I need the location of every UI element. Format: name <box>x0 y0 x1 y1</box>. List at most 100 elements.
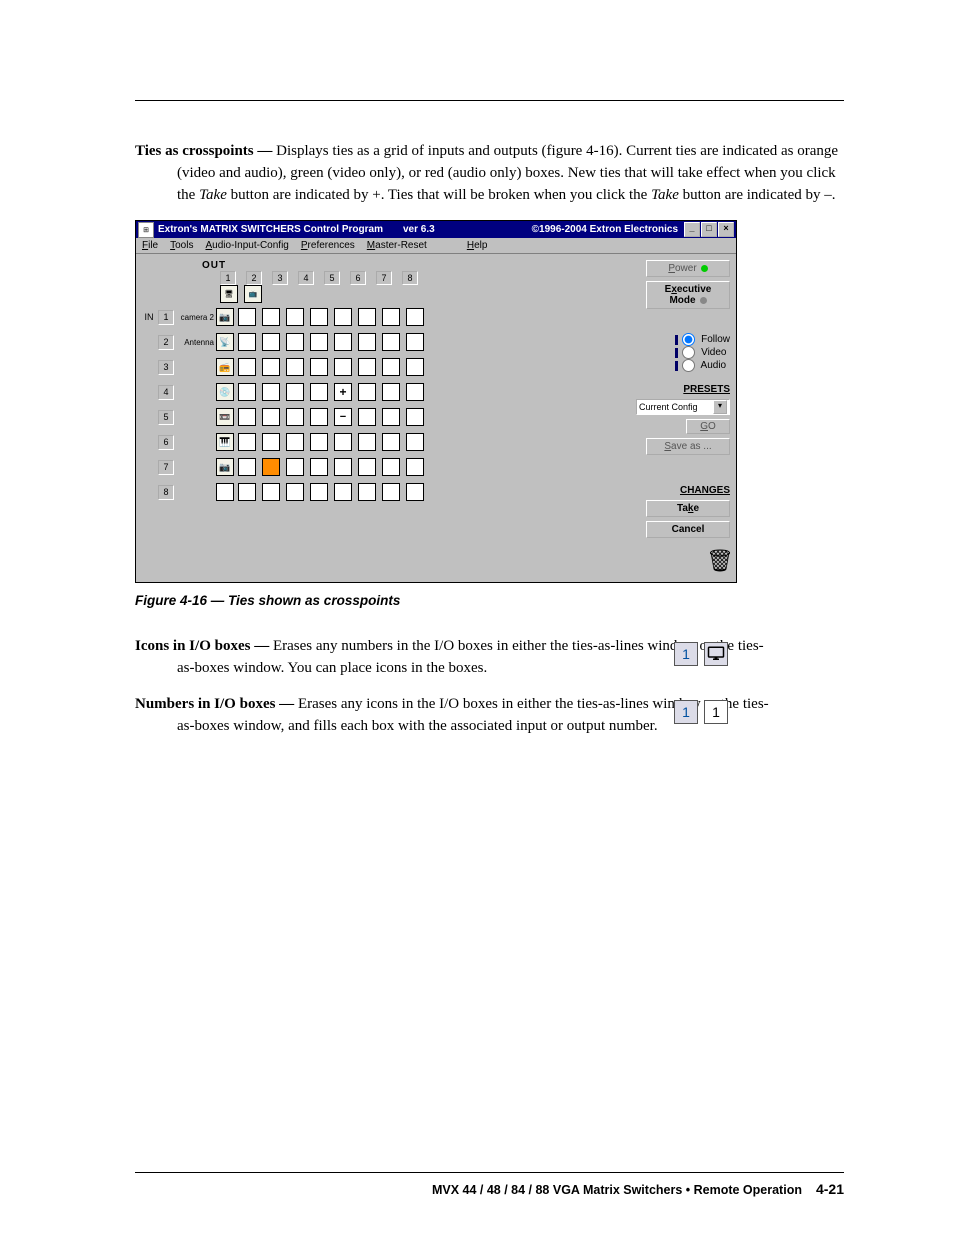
input-icon-7[interactable]: 📷 <box>216 458 234 476</box>
crosspoint-2-3[interactable] <box>286 333 304 351</box>
take-button[interactable]: Take <box>646 500 730 517</box>
crosspoint-5-7[interactable] <box>382 408 400 426</box>
crosspoint-7-7[interactable] <box>382 458 400 476</box>
crosspoint-5-4[interactable] <box>310 408 328 426</box>
crosspoint-6-2[interactable] <box>262 433 280 451</box>
crosspoint-5-1[interactable] <box>238 408 256 426</box>
crosspoint-5-5[interactable] <box>334 408 352 426</box>
crosspoint-4-7[interactable] <box>382 383 400 401</box>
crosspoint-2-5[interactable] <box>334 333 352 351</box>
input-icon-2[interactable]: 📡 <box>216 333 234 351</box>
crosspoint-4-8[interactable] <box>406 383 424 401</box>
crosspoint-8-5[interactable] <box>334 483 352 501</box>
crosspoint-7-4[interactable] <box>310 458 328 476</box>
radio-audio[interactable]: Audio <box>675 359 730 372</box>
crosspoint-2-1[interactable] <box>238 333 256 351</box>
save-as-button[interactable]: Save as ... <box>646 438 730 455</box>
input-icon-6[interactable]: 🎹 <box>216 433 234 451</box>
crosspoint-2-4[interactable] <box>310 333 328 351</box>
menu-help[interactable]: Help <box>467 240 488 251</box>
crosspoint-6-7[interactable] <box>382 433 400 451</box>
crosspoint-2-6[interactable] <box>358 333 376 351</box>
crosspoint-1-1[interactable] <box>238 308 256 326</box>
input-icon-3[interactable]: 📻 <box>216 358 234 376</box>
crosspoint-4-1[interactable] <box>238 383 256 401</box>
crosspoint-7-5[interactable] <box>334 458 352 476</box>
input-icon-1[interactable]: 📷 <box>216 308 234 326</box>
go-button[interactable]: GO <box>686 419 730 434</box>
app-icon: ⊞ <box>138 222 154 238</box>
crosspoint-5-6[interactable] <box>358 408 376 426</box>
icons-label: Icons in I/O boxes — <box>135 638 269 654</box>
preset-combo[interactable]: Current Config▾ <box>636 399 730 415</box>
menu-preferences[interactable]: Preferences <box>301 240 355 251</box>
close-button[interactable]: × <box>718 222 734 237</box>
crosspoint-7-2[interactable] <box>262 458 280 476</box>
output-header-6: 6 <box>350 271 366 285</box>
radio-video[interactable]: Video <box>675 346 730 359</box>
maximize-button[interactable]: □ <box>701 222 717 237</box>
input-icon-4[interactable]: 💿 <box>216 383 234 401</box>
cancel-button[interactable]: Cancel <box>646 521 730 538</box>
crosspoint-3-1[interactable] <box>238 358 256 376</box>
crosspoint-7-6[interactable] <box>358 458 376 476</box>
input-row-3: 3📻 <box>142 356 620 378</box>
output-icon-2[interactable]: 📺 <box>244 285 262 303</box>
crosspoint-6-5[interactable] <box>334 433 352 451</box>
crosspoint-6-4[interactable] <box>310 433 328 451</box>
crosspoint-4-5[interactable] <box>334 383 352 401</box>
crosspoint-1-8[interactable] <box>406 308 424 326</box>
crosspoint-1-4[interactable] <box>310 308 328 326</box>
crosspoint-1-6[interactable] <box>358 308 376 326</box>
crosspoint-3-4[interactable] <box>310 358 328 376</box>
crosspoint-2-8[interactable] <box>406 333 424 351</box>
crosspoint-8-8[interactable] <box>406 483 424 501</box>
input-icon-8[interactable] <box>216 483 234 501</box>
crosspoint-4-6[interactable] <box>358 383 376 401</box>
numbers-example: 1 1 <box>674 700 734 724</box>
crosspoint-4-3[interactable] <box>286 383 304 401</box>
crosspoint-3-2[interactable] <box>262 358 280 376</box>
crosspoint-8-4[interactable] <box>310 483 328 501</box>
crosspoint-3-6[interactable] <box>358 358 376 376</box>
crosspoint-6-8[interactable] <box>406 433 424 451</box>
crosspoint-1-5[interactable] <box>334 308 352 326</box>
input-number-1: 1 <box>158 310 174 325</box>
crosspoint-1-7[interactable] <box>382 308 400 326</box>
crosspoint-6-6[interactable] <box>358 433 376 451</box>
crosspoint-8-2[interactable] <box>262 483 280 501</box>
crosspoint-8-6[interactable] <box>358 483 376 501</box>
crosspoint-4-4[interactable] <box>310 383 328 401</box>
crosspoint-5-8[interactable] <box>406 408 424 426</box>
radio-follow[interactable]: Follow <box>675 333 730 346</box>
minimize-button[interactable]: _ <box>684 222 700 237</box>
crosspoint-7-8[interactable] <box>406 458 424 476</box>
crosspoint-7-1[interactable] <box>238 458 256 476</box>
crosspoint-1-2[interactable] <box>262 308 280 326</box>
input-icon-5[interactable]: 📼 <box>216 408 234 426</box>
crosspoint-8-7[interactable] <box>382 483 400 501</box>
crosspoint-7-3[interactable] <box>286 458 304 476</box>
power-button[interactable]: Power <box>646 260 730 277</box>
trash-icon[interactable]: 🗑 <box>706 548 730 576</box>
menu-master-reset[interactable]: Master-Reset <box>367 240 427 251</box>
executive-mode-button[interactable]: ExecutiveMode <box>646 281 730 309</box>
crosspoint-6-1[interactable] <box>238 433 256 451</box>
crosspoint-5-3[interactable] <box>286 408 304 426</box>
crosspoint-6-3[interactable] <box>286 433 304 451</box>
menu-tools[interactable]: Tools <box>170 240 193 251</box>
menu-audio-input-config[interactable]: Audio-Input-Config <box>205 240 288 251</box>
menu-file[interactable]: File <box>142 240 158 251</box>
crosspoint-2-7[interactable] <box>382 333 400 351</box>
crosspoint-2-2[interactable] <box>262 333 280 351</box>
output-icon-1[interactable]: 🖥 <box>220 285 238 303</box>
crosspoint-8-3[interactable] <box>286 483 304 501</box>
crosspoint-3-8[interactable] <box>406 358 424 376</box>
crosspoint-5-2[interactable] <box>262 408 280 426</box>
crosspoint-3-5[interactable] <box>334 358 352 376</box>
crosspoint-3-7[interactable] <box>382 358 400 376</box>
crosspoint-3-3[interactable] <box>286 358 304 376</box>
crosspoint-1-3[interactable] <box>286 308 304 326</box>
crosspoint-8-1[interactable] <box>238 483 256 501</box>
crosspoint-4-2[interactable] <box>262 383 280 401</box>
